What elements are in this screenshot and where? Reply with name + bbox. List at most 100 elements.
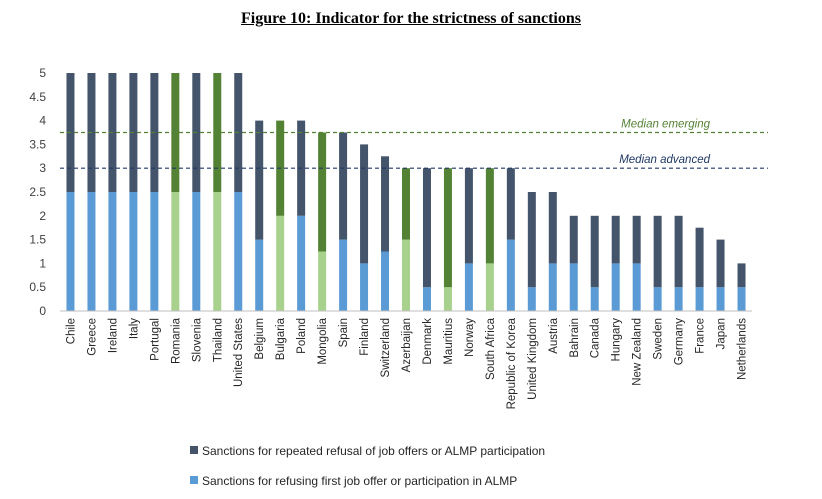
y-tick-label: 1 [39,256,46,270]
bar-segment-repeated [485,168,494,264]
x-tick-label: Chile [65,318,77,344]
bar-segment-repeated [590,215,599,288]
bar-segment-repeated [632,215,641,264]
bar-segment-first [297,215,306,311]
y-tick-label: 1.5 [29,233,46,247]
bar-segment-repeated [402,168,410,240]
x-tick-label: United States [233,318,245,387]
bar-segment-repeated [422,168,431,288]
y-tick-label: 4.5 [29,90,46,104]
x-tick-label: Sweden [653,318,665,360]
legend: Sanctions for repeated refusal of job of… [190,444,545,488]
x-tick-label: Switzerland [380,318,392,377]
bar-segment-repeated [464,168,473,264]
bar-segment-first [87,192,96,311]
chart-title: Figure 10: Indicator for the strictness … [241,10,581,27]
y-tick-label: 0 [39,304,46,318]
x-tick-label: Republic of Korea [506,317,518,409]
x-tick-label: Hungary [611,318,623,362]
x-tick-label: Portugal [149,318,161,361]
bar-segment-first [653,287,662,311]
x-tick-label: Canada [590,317,602,358]
x-axis: Chile Greece Ireland Italy Portugal Romania Sl… [65,317,748,409]
bar-segment-first [506,239,515,311]
x-tick-label: Poland [296,318,308,354]
legend-label-repeated: Sanctions for repeated refusal of job of… [202,444,545,458]
legend-label-first: Sanctions for refusing first job offer o… [202,474,517,488]
bar-segment-first [213,192,222,311]
x-tick-label: South Africa [485,317,497,380]
x-tick-label: Spain [338,318,350,347]
bar-segment-repeated [506,168,515,240]
bar-segment-repeated [737,263,746,288]
bar-segment-first [150,192,159,311]
legend-swatch-first [190,476,198,484]
bar-segment-first [485,263,494,311]
x-tick-label: Netherlands [737,318,749,380]
bar-segment-first [611,263,620,311]
x-tick-label: Norway [464,318,476,357]
x-tick-label: Azerbaijan [401,318,413,372]
bar-segment-first [255,239,264,311]
x-tick-label: United Kingdom [527,318,539,400]
x-tick-label: Greece [86,318,98,356]
y-tick-label: 4 [39,114,46,128]
bar-segment-first [171,192,180,311]
bar-segment-repeated [527,192,536,288]
bar-segment-repeated [443,168,452,288]
bar-segment-first [402,239,410,311]
bar-segment-repeated [255,120,264,240]
bar-segment-first [590,287,599,311]
x-tick-label: Mauritius [443,318,455,365]
bar-segment-first [674,287,683,311]
y-tick-label: 3.5 [29,137,46,151]
bar-segment-repeated [339,132,348,240]
bar-segment-first [716,287,725,311]
y-tick-label: 2 [39,209,46,223]
bar-segment-first [129,192,138,311]
bar-segment-first [632,263,641,311]
bar-segment-repeated [674,215,683,288]
bar-segment-first [695,287,704,311]
bar-segment-first [569,263,578,311]
x-tick-label: Italy [128,318,140,339]
x-tick-label: Finland [359,318,371,356]
bar-segment-repeated [569,215,578,264]
y-tick-label: 2.5 [29,185,46,199]
bar-segment-first [464,263,473,311]
bar-segment-repeated [695,227,704,288]
bar-segment-first [318,251,327,311]
bars [66,73,746,311]
x-tick-label: Slovenia [191,317,203,362]
legend-swatch-repeated [190,446,198,454]
bar-segment-repeated [716,239,725,288]
bar-segment-first [66,192,75,311]
bar-segment-repeated [653,215,662,288]
bar-segment-first [737,287,746,311]
x-tick-label: France [695,318,707,354]
x-tick-label: Ireland [107,318,119,353]
bar-segment-repeated [611,215,620,264]
bar-segment-first [234,192,243,311]
x-tick-label: Belgium [254,318,266,360]
bar-segment-first [443,287,452,311]
x-tick-label: Bulgaria [275,317,287,360]
bar-segment-repeated [318,132,327,252]
bar-segment-repeated [360,144,369,264]
y-tick-label: 3 [39,161,46,175]
x-tick-label: Thailand [212,318,224,362]
median-emerging-label: Median emerging [621,119,710,131]
y-tick-label: 0.5 [29,280,46,294]
y-axis: 0 0.5 1 1.5 2 2.5 3 3.5 4 4.5 5 [29,66,46,318]
x-tick-label: Bahrain [569,318,581,358]
bar-segment-first [192,192,201,311]
bar-segment-first [360,263,369,311]
y-tick-label: 5 [39,66,46,80]
bar-segment-first [422,287,431,311]
x-tick-label: Romania [170,317,182,364]
bar-segment-first [339,239,348,311]
x-tick-label: New Zealand [632,318,644,386]
x-tick-label: Germany [674,318,686,366]
bar-segment-first [108,192,117,311]
